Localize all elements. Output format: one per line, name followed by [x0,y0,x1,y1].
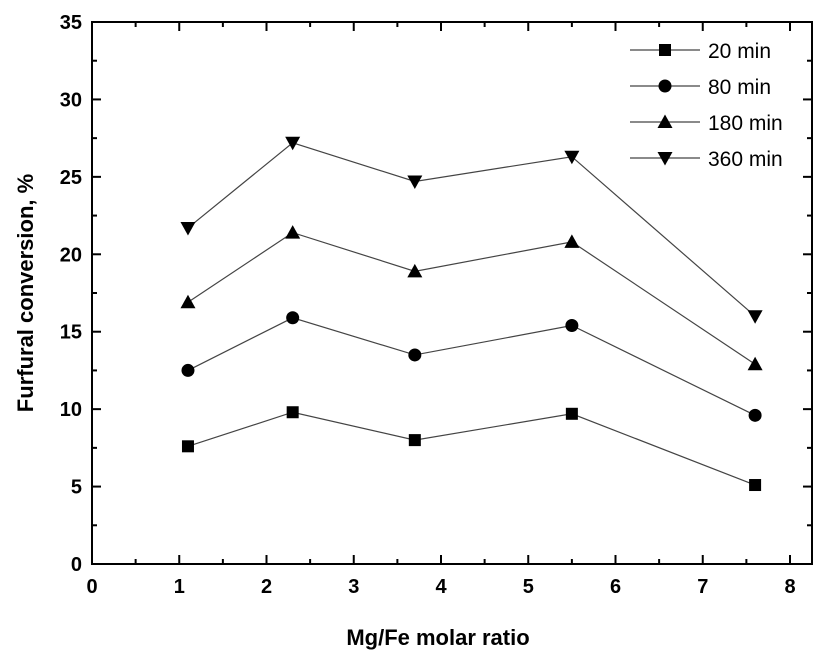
data-point [407,263,423,278]
legend-label: 180 min [708,112,783,135]
legend-item: 180 min [630,112,783,135]
series-20-min [181,406,762,492]
data-point [180,294,196,309]
series-layer [180,136,763,492]
y-tick-label: 0 [71,554,82,576]
legend-label: 360 min [708,148,783,171]
data-point [564,234,580,248]
x-tick-label: 8 [784,576,795,598]
legend-item: 360 min [630,148,783,171]
data-point [408,348,422,362]
x-tick-label: 1 [174,576,185,598]
data-point [749,479,762,492]
y-tick-label: 30 [60,89,82,111]
x-axis-title: Mg/Fe molar ratio [346,625,529,650]
x-tick-label: 5 [523,576,534,598]
x-tick-label: 3 [348,576,359,598]
legend-marker [657,152,673,166]
data-point [565,407,578,420]
data-point [408,434,421,447]
legend-marker [659,44,671,56]
legend: 20 min 80 min 180 min 360 min [630,40,783,171]
y-tick-label: 25 [60,167,82,189]
series-line [187,142,756,317]
plot-frame [91,21,813,565]
x-tick-label: 6 [610,576,621,598]
x-tick-label: 2 [261,576,272,598]
series-360-min [180,136,763,324]
y-tick-label: 5 [71,477,82,499]
data-point [181,440,194,453]
y-tick-label: 10 [60,399,82,421]
plot-border [91,21,813,565]
legend-label: 20 min [708,40,771,63]
data-point [285,225,301,239]
series-line [187,317,756,416]
y-axis-title: Furfural conversion, % [13,174,38,412]
series-80-min [181,311,762,422]
y-tick-label: 20 [60,244,82,266]
y-tick-label: 15 [60,322,82,344]
data-point [407,175,423,190]
data-point [747,356,763,371]
legend-marker [657,114,673,128]
data-point [286,406,299,419]
legend-marker [658,79,672,93]
x-tick-label: 7 [697,576,708,598]
data-point [564,150,580,165]
legend-item: 20 min [630,40,771,63]
data-point [285,136,301,151]
y-tick-label: 35 [60,12,82,34]
data-point [747,310,763,324]
data-point [286,311,300,325]
series-line [187,411,756,486]
series-180-min [180,225,763,371]
data-point [565,319,579,333]
data-point [180,221,196,236]
x-tick-label: 0 [86,576,97,598]
legend-label: 80 min [708,76,771,99]
y-axis: 0 5 10 15 20 25 30 35 [60,12,812,576]
data-point [181,363,195,377]
x-axis: 0 1 2 3 4 5 6 7 8 [86,22,796,598]
data-point [748,408,762,422]
legend-item: 80 min [630,76,771,99]
x-tick-label: 4 [435,576,447,598]
